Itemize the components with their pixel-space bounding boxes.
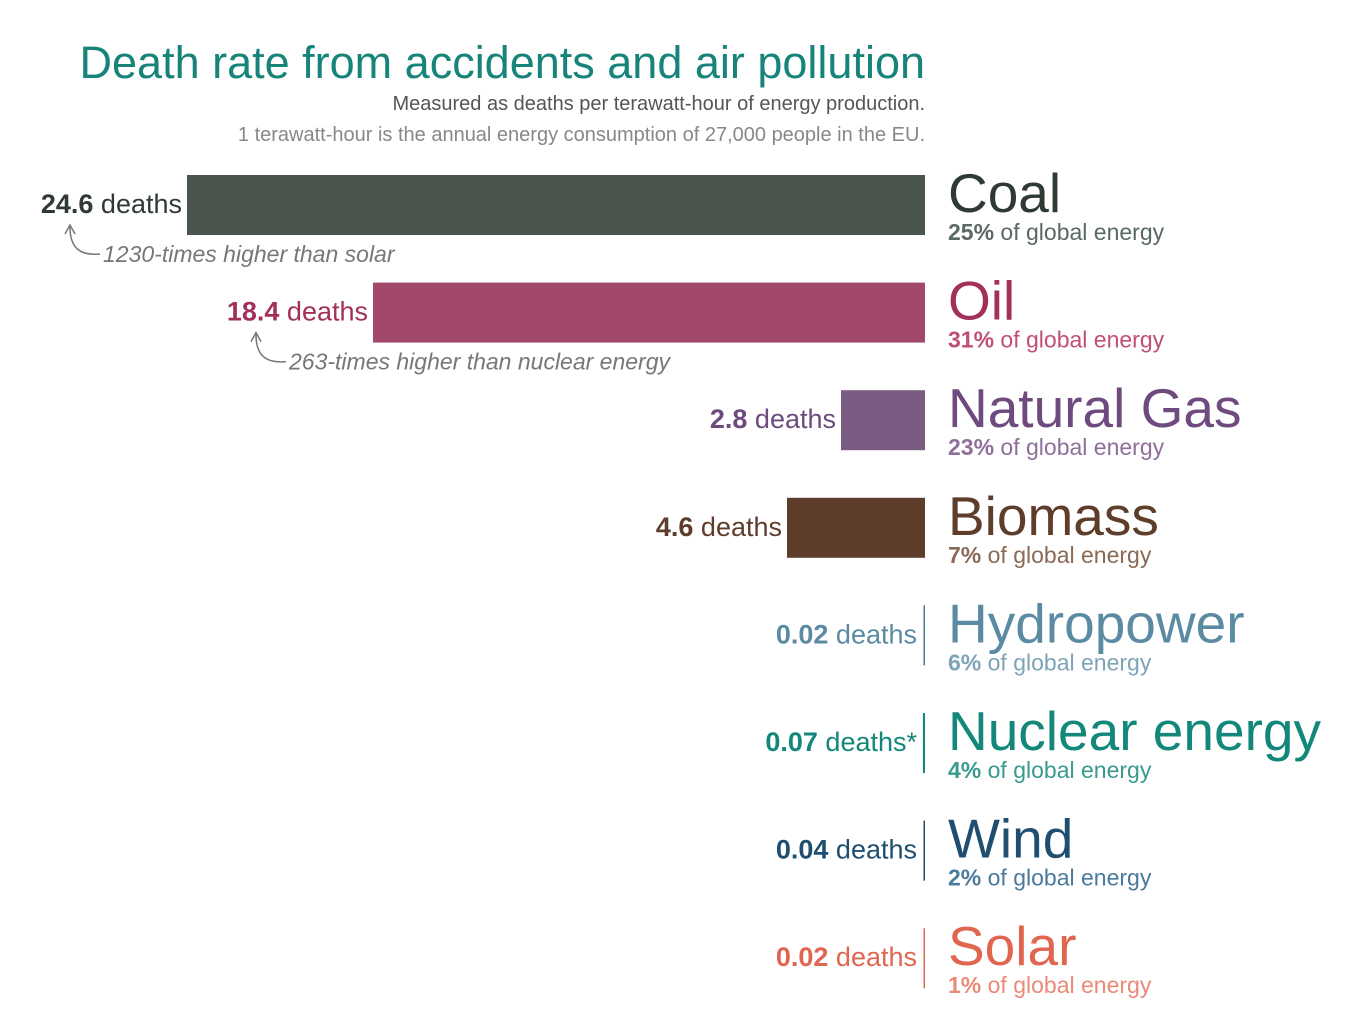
bar [787,497,925,558]
category-label: Coal [948,162,1061,224]
share-label: 6% of global energy [948,649,1152,675]
value-label: 0.04 deaths [776,835,917,865]
share-label: 4% of global energy [948,757,1152,783]
category-label: Solar [948,915,1076,977]
category-label: Nuclear energy [948,700,1321,762]
chart-note: 1 terawatt-hour is the annual energy con… [238,124,925,146]
bar [924,928,925,989]
value-label: 0.02 deaths [776,619,917,649]
annotation-arrow [255,334,287,363]
annotation: 263-times higher than nuclear energy [288,349,672,375]
bar [373,282,925,343]
arrow-head [64,223,76,235]
value-label: 4.6 deaths [656,512,782,542]
value-label: 0.07 deaths* [765,727,917,757]
value-label: 18.4 deaths [227,297,368,327]
value-label: 0.02 deaths [776,942,917,972]
share-label: 31% of global energy [948,327,1165,353]
value-label: 2.8 deaths [710,404,836,434]
share-label: 7% of global energy [948,542,1152,568]
bar [841,390,925,451]
category-label: Hydropower [948,592,1245,654]
share-label: 23% of global energy [948,434,1165,460]
share-label: 1% of global energy [948,972,1152,998]
bar [187,175,925,235]
chart-title: Death rate from accidents and air pollut… [80,37,925,88]
category-label: Oil [948,270,1015,332]
category-label: Natural Gas [948,377,1241,439]
value-label: 24.6 deaths [41,189,182,219]
annotation-arrow [69,226,101,256]
annotation: 1230-times higher than solar [103,241,396,267]
category-label: Biomass [948,485,1159,547]
arrow-head [250,331,262,342]
category-label: Wind [948,808,1073,870]
bar [924,605,925,666]
share-label: 2% of global energy [948,865,1152,891]
share-label: 25% of global energy [948,219,1165,245]
chart-subtitle: Measured as deaths per terawatt-hour of … [392,93,925,115]
